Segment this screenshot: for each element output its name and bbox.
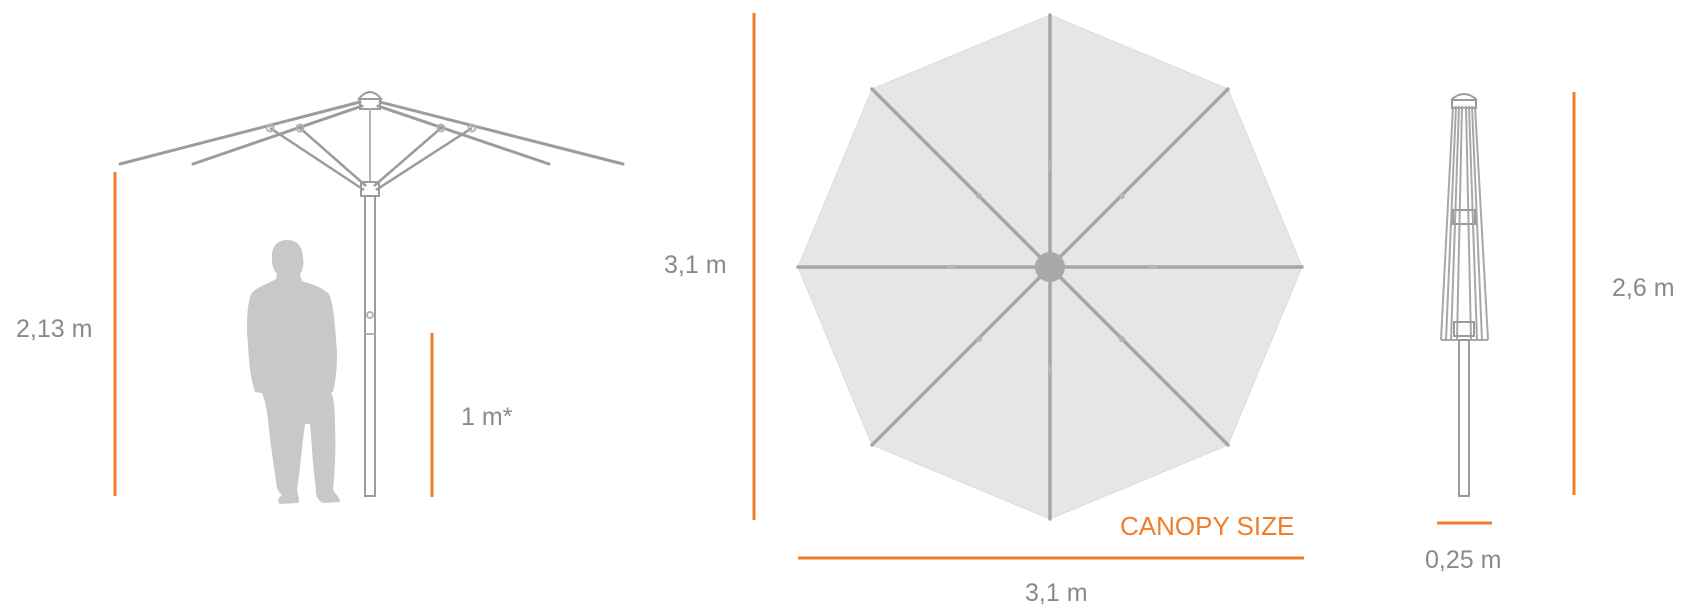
rib-connectors <box>946 161 1158 374</box>
rib-right-inner <box>376 104 551 166</box>
strut-left-outer <box>269 126 365 192</box>
rib-right-outer <box>378 100 625 166</box>
open-umbrella-side-view <box>118 91 625 497</box>
person-silhouette <box>247 240 340 504</box>
canopy-ribs <box>796 13 1304 521</box>
canopy-center-hub <box>1035 252 1065 282</box>
closed-umbrella-side-view <box>1440 93 1489 497</box>
closed-pole <box>1458 339 1470 497</box>
strut-joint <box>295 123 305 133</box>
octagonal-canopy-top-view <box>796 13 1304 521</box>
canopy-height-label: 3,1 m <box>664 251 727 279</box>
closed-diameter-label: 0,25 m <box>1425 546 1501 574</box>
closed-height-label: 2,6 m <box>1612 274 1675 302</box>
pole-knob <box>366 311 374 319</box>
umbrella-pole <box>364 195 376 497</box>
strut-left-inner <box>299 127 367 187</box>
strut-joint <box>265 123 275 133</box>
rib-left-outer <box>118 100 362 166</box>
open-height-label: 2,13 m <box>16 315 92 343</box>
closed-runner <box>1453 321 1475 337</box>
closed-top-hub <box>1451 99 1477 109</box>
strut-right-outer <box>375 126 473 192</box>
canopy-width-label: 3,1 m <box>1025 579 1088 606</box>
top-hub <box>359 98 381 110</box>
strut-joint <box>436 123 446 133</box>
hub-cap <box>357 91 383 101</box>
closed-hub-cap <box>1450 93 1478 101</box>
canopy-size-label: CANOPY SIZE <box>1120 511 1294 541</box>
strut-right-inner <box>373 127 442 187</box>
pole-reach-label: 1 m* <box>461 403 513 431</box>
strut-joint <box>467 123 477 133</box>
closed-strut-hub <box>1452 209 1476 225</box>
rib-left-inner <box>191 104 364 166</box>
